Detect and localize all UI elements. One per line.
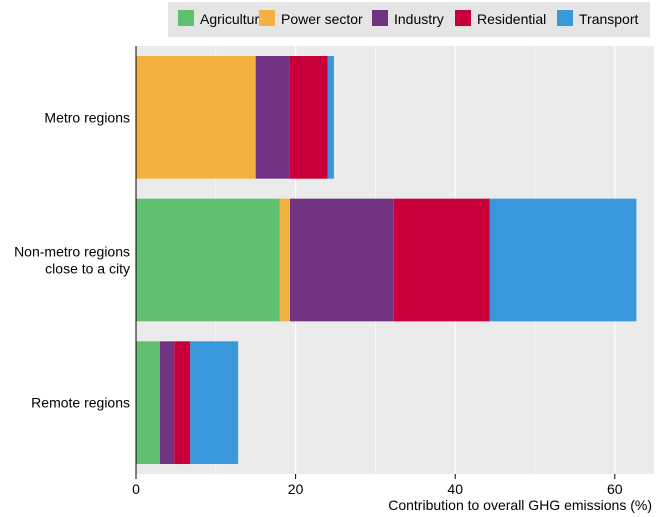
category-label: close to a city (45, 261, 130, 277)
legend-label: Residential (477, 11, 546, 27)
bar-segment-power-sector (136, 55, 256, 179)
bar-segment-industry (159, 341, 175, 465)
bar-segment-residential (174, 341, 191, 465)
legend-label: Transport (579, 11, 639, 27)
category-label: Metro regions (44, 109, 130, 125)
x-tick-label: 40 (447, 481, 463, 497)
legend-swatch (557, 10, 573, 26)
bar-segment-industry (255, 55, 290, 179)
bar-segment-power-sector (279, 198, 291, 322)
bar-segment-agriculture (136, 341, 160, 465)
legend-swatch (178, 10, 194, 26)
x-tick-label: 20 (288, 481, 304, 497)
bar-segment-residential (289, 55, 328, 179)
legend-label: Power sector (281, 11, 363, 27)
bar-segment-agriculture (136, 198, 280, 322)
bar-segment-transport (327, 55, 334, 179)
x-tick-label: 0 (132, 481, 140, 497)
bar-segment-residential (393, 198, 490, 322)
legend-label: Agriculture (200, 11, 267, 27)
bar-segment-transport (489, 198, 637, 322)
x-axis-title: Contribution to overall GHG emissions (%… (388, 497, 652, 513)
category-label: Remote regions (31, 395, 130, 411)
category-label: Non-metro regions (14, 244, 130, 260)
x-axis-ticks: 0 20 40 60 (132, 474, 623, 497)
legend-swatch (372, 10, 388, 26)
bars (136, 55, 637, 465)
bar-segment-transport (190, 341, 239, 465)
legend-label: Industry (394, 11, 444, 27)
legend: Agriculture Power sector Industry Residenti… (178, 10, 639, 27)
x-tick-label: 60 (607, 481, 623, 497)
legend-swatch (259, 10, 275, 26)
bar-segment-industry (290, 198, 394, 322)
legend-swatch (455, 10, 471, 26)
